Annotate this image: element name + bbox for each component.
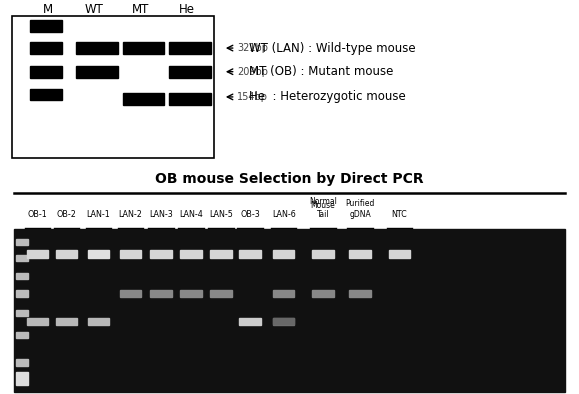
Bar: [30, 42, 62, 54]
Text: gDNA: gDNA: [349, 210, 371, 219]
Bar: [313, 250, 334, 258]
Bar: [181, 250, 201, 258]
Bar: [119, 290, 141, 297]
Bar: [313, 290, 334, 297]
Text: WT (LAN) : Wild-type mouse: WT (LAN) : Wild-type mouse: [249, 42, 416, 54]
Bar: [169, 93, 211, 105]
Bar: [27, 318, 48, 325]
Bar: [27, 250, 48, 258]
Bar: [16, 239, 28, 245]
Bar: [88, 250, 109, 258]
Text: Purified: Purified: [346, 199, 375, 208]
Bar: [88, 318, 109, 325]
Bar: [30, 20, 62, 32]
Text: LAN-5: LAN-5: [209, 210, 233, 219]
Bar: [350, 290, 371, 297]
Text: M: M: [43, 4, 53, 16]
Bar: [123, 42, 164, 54]
Bar: [16, 290, 28, 297]
Text: OB-2: OB-2: [57, 210, 76, 219]
Text: OB-1: OB-1: [28, 210, 47, 219]
Text: 321bp: 321bp: [237, 43, 269, 53]
Text: WT: WT: [85, 4, 104, 16]
Text: 209bp: 209bp: [237, 67, 269, 77]
Bar: [273, 250, 294, 258]
Bar: [76, 42, 118, 54]
Text: LAN-4: LAN-4: [179, 210, 203, 219]
Text: OB mouse Selection by Direct PCR: OB mouse Selection by Direct PCR: [155, 172, 424, 186]
Text: OB-3: OB-3: [240, 210, 260, 219]
Bar: [169, 42, 211, 54]
Text: LAN-2: LAN-2: [118, 210, 142, 219]
Bar: [389, 250, 410, 258]
Bar: [273, 318, 294, 324]
Text: He: He: [179, 4, 195, 16]
Text: Normal: Normal: [309, 197, 337, 206]
Bar: [76, 66, 118, 78]
Bar: [181, 290, 201, 297]
Bar: [350, 250, 371, 258]
Bar: [16, 255, 28, 261]
Bar: [123, 93, 164, 105]
Text: Tail: Tail: [317, 210, 329, 219]
Bar: [211, 250, 232, 258]
Bar: [240, 250, 261, 258]
Text: MT (OB) : Mutant mouse: MT (OB) : Mutant mouse: [249, 65, 393, 78]
Bar: [14, 229, 565, 392]
Bar: [151, 290, 171, 297]
Bar: [151, 250, 171, 258]
Text: Mouse: Mouse: [311, 201, 335, 210]
Text: 154bp: 154bp: [237, 92, 269, 102]
Bar: [30, 66, 62, 78]
Text: LAN-6: LAN-6: [272, 210, 296, 219]
Text: He  : Heterozygotic mouse: He : Heterozygotic mouse: [249, 91, 406, 103]
Text: NTC: NTC: [391, 210, 408, 219]
Bar: [16, 310, 28, 316]
Bar: [30, 89, 62, 100]
Bar: [16, 372, 28, 385]
Bar: [16, 273, 28, 279]
Bar: [56, 318, 78, 325]
Bar: [169, 66, 211, 78]
Bar: [119, 250, 141, 258]
FancyBboxPatch shape: [12, 16, 214, 158]
Bar: [273, 318, 294, 325]
Bar: [16, 359, 28, 366]
Bar: [56, 250, 78, 258]
Bar: [16, 332, 28, 338]
Text: LAN-3: LAN-3: [149, 210, 173, 219]
Text: LAN-1: LAN-1: [86, 210, 111, 219]
Bar: [240, 318, 261, 325]
Bar: [211, 290, 232, 297]
Bar: [273, 290, 294, 297]
Text: MT: MT: [132, 4, 149, 16]
